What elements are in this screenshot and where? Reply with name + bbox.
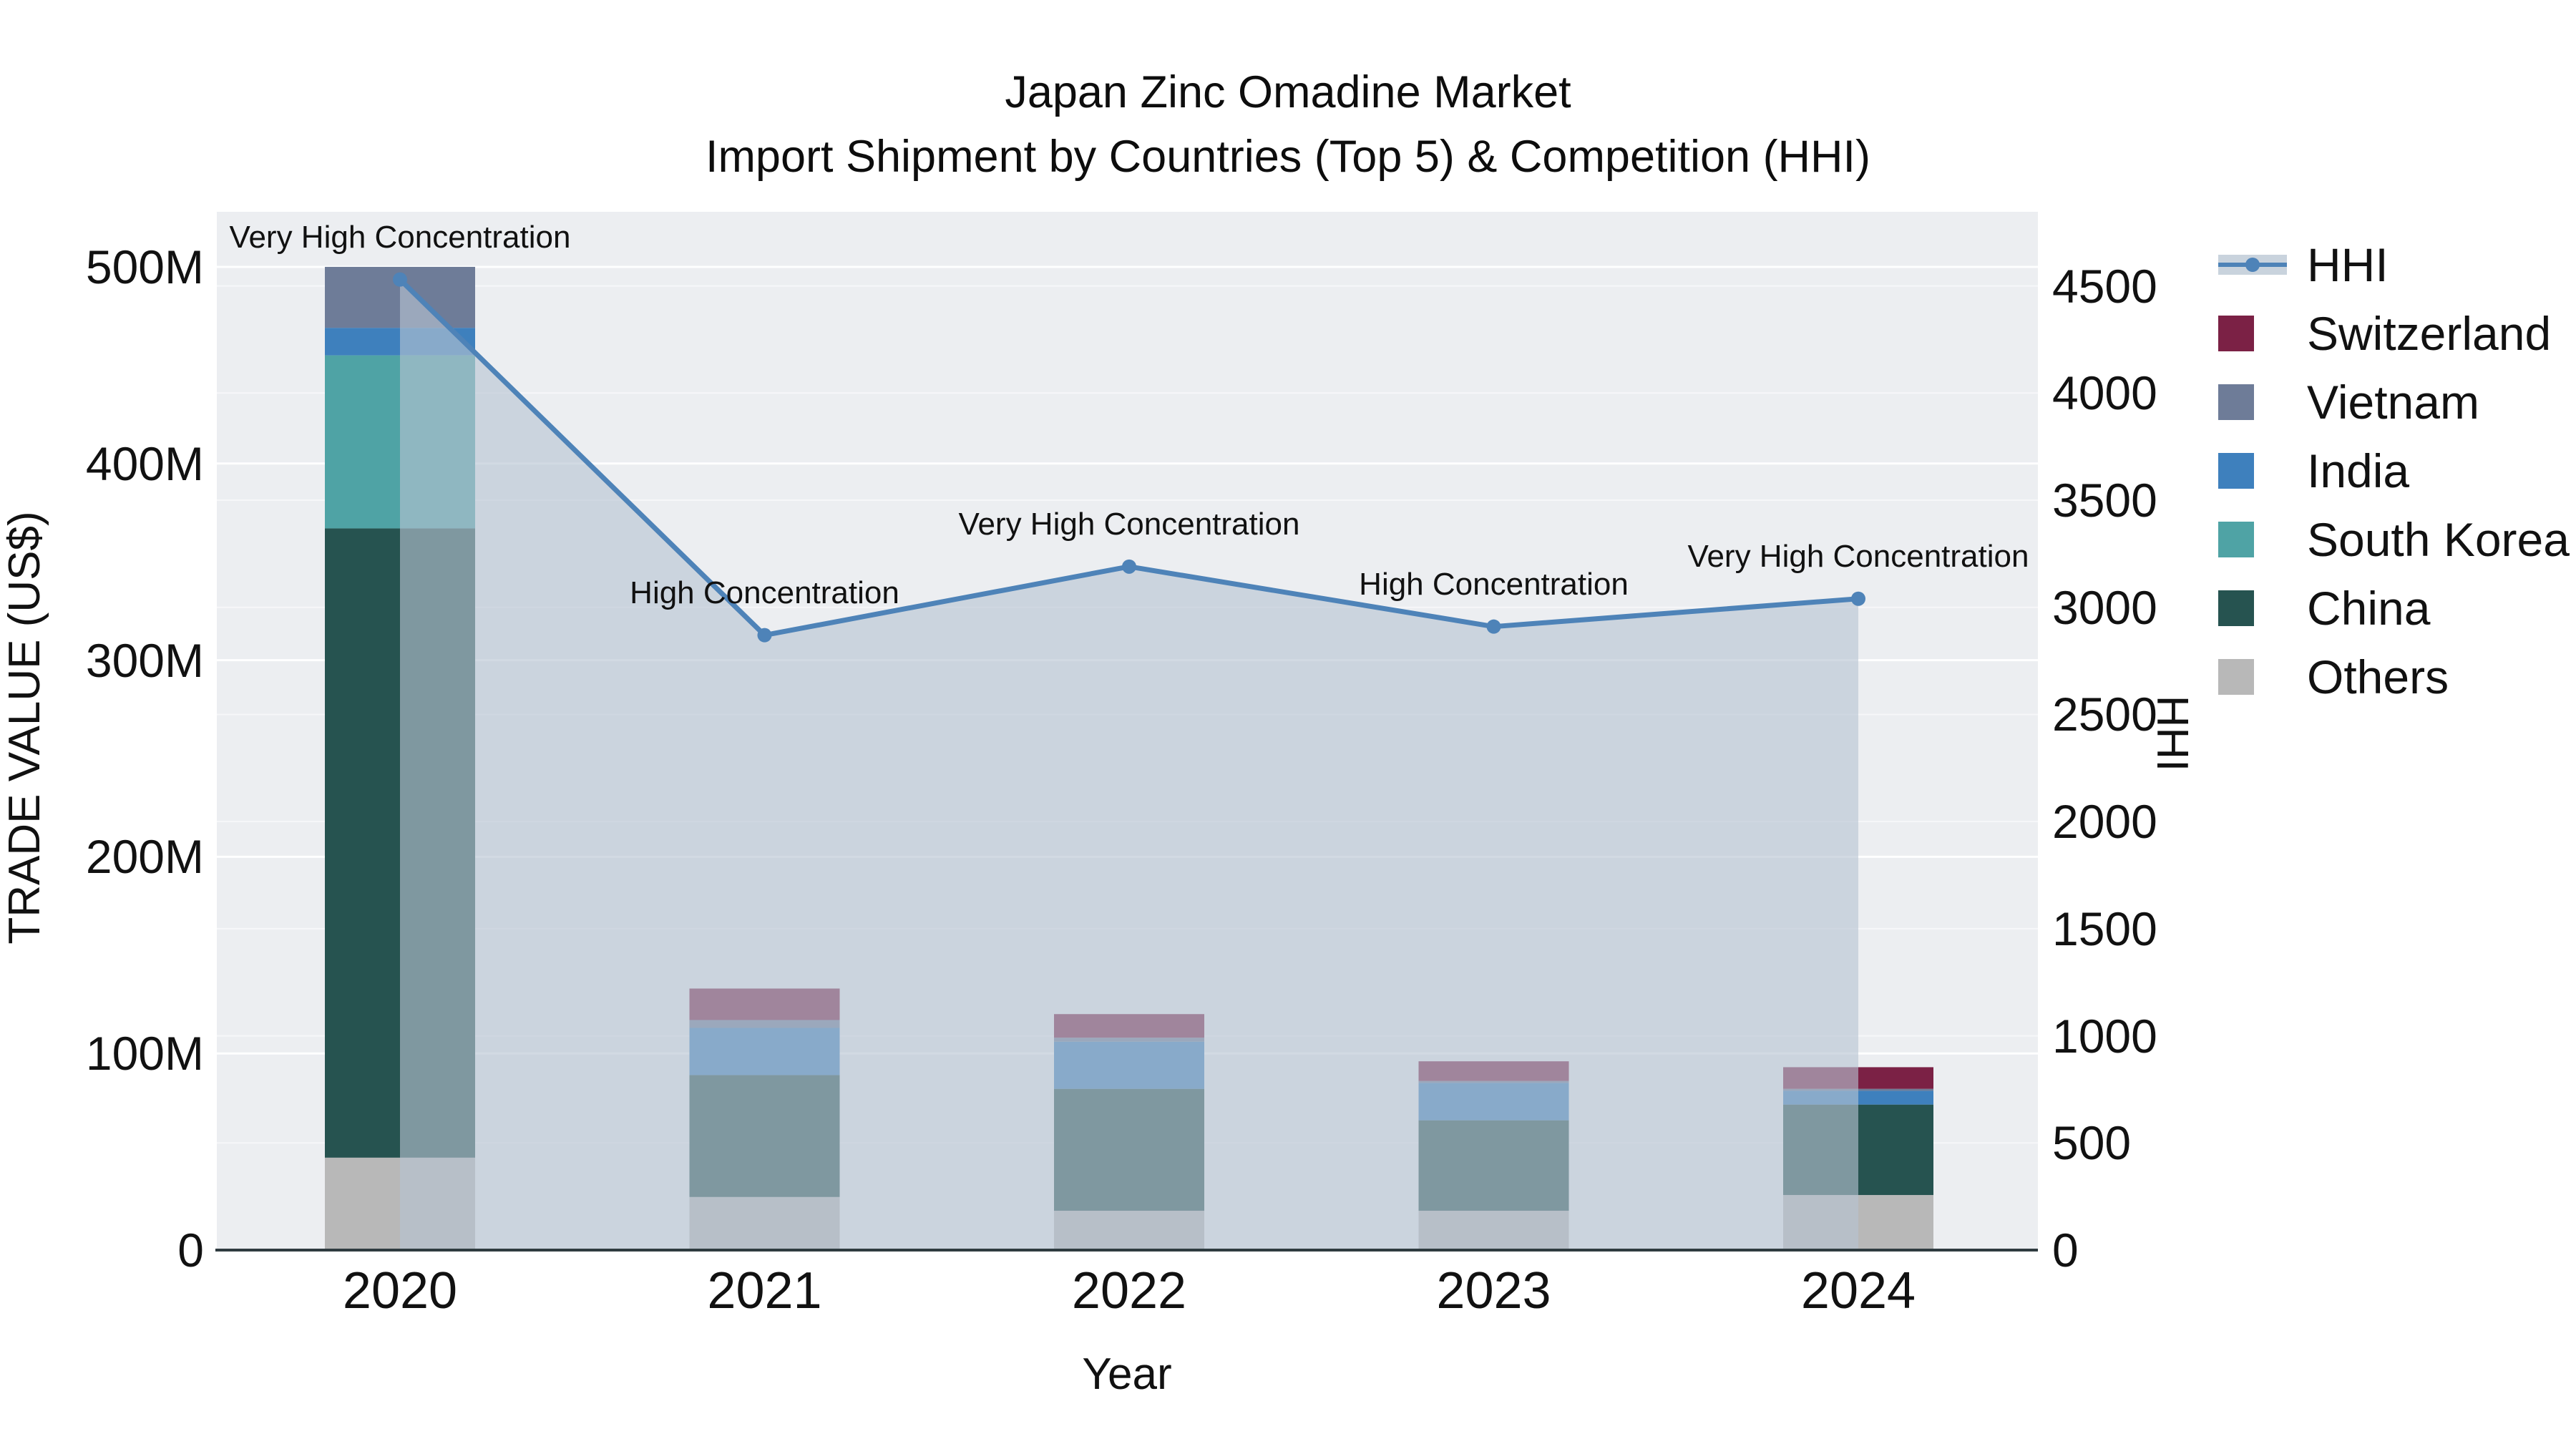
legend-item-hhi[interactable]: HHI [2218, 230, 2570, 299]
legend-swatch-vietnam-square-icon [2218, 384, 2290, 420]
legend-label-hhi: HHI [2307, 238, 2389, 291]
legend-item-south-korea[interactable]: South Korea [2218, 505, 2570, 574]
legend-label-others: Others [2307, 650, 2449, 703]
hhi-marker-2020 [393, 272, 407, 287]
legend-color-swatch-vietnam [2218, 384, 2254, 420]
x-tick-2021: 2021 [707, 1262, 822, 1319]
hhi-annotation-2023: High Concentration [1359, 566, 1629, 602]
legend-label-china: China [2307, 582, 2431, 635]
legend-color-swatch-others [2218, 659, 2254, 695]
legend-item-india[interactable]: India [2218, 436, 2570, 505]
y-left-tick-0: 0 [177, 1224, 204, 1277]
x-tick-2023: 2023 [1436, 1262, 1551, 1319]
legend-swatch-south-korea-square-icon [2218, 522, 2290, 557]
y-right-tick-1000: 1000 [2052, 1009, 2157, 1063]
legend-color-swatch-switzerland [2218, 316, 2254, 351]
legend-item-china[interactable]: China [2218, 574, 2570, 643]
legend-swatch-india-square-icon [2218, 453, 2290, 489]
legend-color-swatch-india [2218, 453, 2254, 489]
legend-swatch-china-square-icon [2218, 590, 2290, 626]
legend-item-others[interactable]: Others [2218, 643, 2570, 711]
hhi-annotation-2020: Very High Concentration [229, 219, 571, 255]
x-axis-title: Year [1082, 1350, 1172, 1399]
legend-swatch-others-square-icon [2218, 659, 2290, 695]
hhi-annotation-2024: Very High Concentration [1687, 538, 2029, 574]
hhi-annotation-2022: Very High Concentration [958, 506, 1300, 542]
chart-title-line1: Japan Zinc Omadine Market [1005, 67, 1571, 117]
y-left-tick-200M: 200M [85, 830, 204, 884]
legend: HHI Switzerland Vietnam India South Korea Chi… [2218, 230, 2570, 711]
chart-title-line2: Import Shipment by Countries (Top 5) & C… [705, 132, 1871, 182]
legend-label-switzerland: Switzerland [2307, 307, 2552, 360]
y-left-tick-100M: 100M [85, 1027, 204, 1080]
y-right-tick-2500: 2500 [2052, 688, 2157, 741]
y-right-tick-0: 0 [2052, 1224, 2079, 1277]
hhi-area-fill [400, 279, 1858, 1250]
hhi-marker-2023 [1486, 619, 1501, 634]
legend-swatch-switzerland-square-icon [2218, 316, 2290, 351]
y-right-tick-3000: 3000 [2052, 580, 2157, 634]
legend-item-vietnam[interactable]: Vietnam [2218, 368, 2570, 436]
x-tick-2022: 2022 [1071, 1262, 1187, 1319]
hhi-marker-2022 [1122, 559, 1136, 574]
chart-title: Japan Zinc Omadine Market Import Shipmen… [0, 60, 2576, 189]
legend-color-swatch-china [2218, 590, 2254, 626]
legend-swatch-hhi-line-icon [2218, 249, 2290, 280]
hhi-marker-2021 [757, 628, 772, 643]
y-right-tick-1500: 1500 [2052, 902, 2157, 955]
x-tick-2024: 2024 [1800, 1262, 1916, 1319]
legend-label-vietnam: Vietnam [2307, 376, 2479, 429]
y-right-tick-3500: 3500 [2052, 474, 2157, 527]
legend-label-india: India [2307, 444, 2410, 497]
legend-item-switzerland[interactable]: Switzerland [2218, 299, 2570, 368]
hhi-marker-2024 [1851, 591, 1865, 606]
y-right-tick-4000: 4000 [2052, 366, 2157, 420]
y-left-tick-300M: 300M [85, 633, 204, 687]
y-left-tick-500M: 500M [85, 240, 204, 293]
hhi-annotation-2021: High Concentration [630, 575, 899, 610]
hhi-line-icon [2218, 255, 2287, 275]
y-right-tick-500: 500 [2052, 1116, 2132, 1170]
x-tick-2020: 2020 [342, 1262, 458, 1319]
y-left-tick-400M: 400M [85, 436, 204, 490]
y-right-tick-2000: 2000 [2052, 795, 2157, 849]
y-axis-left-title: TRADE VALUE (US$) [0, 511, 49, 945]
legend-color-swatch-south-korea [2218, 522, 2254, 557]
legend-label-south-korea: South Korea [2307, 513, 2570, 566]
y-right-tick-4500: 4500 [2052, 259, 2157, 313]
